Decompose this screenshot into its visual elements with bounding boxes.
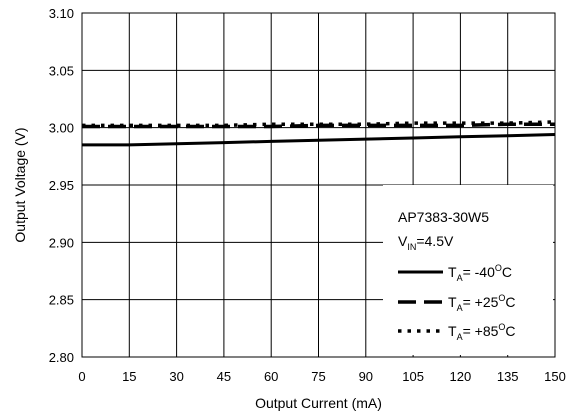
y-tick-label: 2.80 xyxy=(49,350,74,365)
y-tick-label: 2.90 xyxy=(49,235,74,250)
legend-label-part: T xyxy=(448,294,457,310)
legend-label-part: T xyxy=(448,264,457,280)
x-tick-label: 150 xyxy=(544,369,566,384)
x-axis-label: Output Current (mA) xyxy=(255,395,382,411)
legend-label-part: C xyxy=(505,323,515,339)
x-tick-label: 45 xyxy=(217,369,231,384)
x-tick-label: 30 xyxy=(169,369,183,384)
legend-label-part: O xyxy=(498,322,505,332)
legend-label-part: C xyxy=(505,294,515,310)
x-tick-label: 15 xyxy=(122,369,136,384)
legend-label-part: = +25 xyxy=(463,294,499,310)
legend-label-part: O xyxy=(495,263,502,273)
vin-main: V xyxy=(398,233,408,249)
y-axis-label: Output Voltage (V) xyxy=(12,127,28,242)
legend-label: TA= +25OC xyxy=(448,293,516,313)
series-line-dotted xyxy=(82,120,556,128)
input-voltage-label: VIN=4.5V xyxy=(398,233,454,252)
legend-label-part: O xyxy=(498,293,505,303)
x-axis-ticks: 0 15 30 45 60 75 90 105 120 135 150 xyxy=(78,369,565,384)
vin-sub: IN xyxy=(407,242,416,252)
legend-label-part: A xyxy=(457,332,463,342)
legend-label-part: = +85 xyxy=(463,323,499,339)
x-tick-label: 105 xyxy=(402,369,424,384)
x-tick-label: 135 xyxy=(497,369,519,384)
y-tick-label: 2.95 xyxy=(49,178,74,193)
legend-label-part: A xyxy=(457,303,463,313)
y-axis-ticks: 2.80 2.85 2.90 2.95 3.00 3.05 3.10 xyxy=(49,6,74,365)
legend-label-part: = -40 xyxy=(463,264,496,280)
legend-label: TA= -40OC xyxy=(448,263,512,283)
vin-rest: =4.5V xyxy=(416,233,454,249)
legend-label: TA= +85OC xyxy=(448,322,516,342)
legend-background xyxy=(383,185,553,355)
series-layer xyxy=(82,120,556,147)
x-tick-label: 75 xyxy=(311,369,325,384)
plot-frame xyxy=(81,12,556,358)
x-tick-label: 60 xyxy=(264,369,278,384)
series-line-solid xyxy=(82,133,556,147)
legend-label-part: A xyxy=(457,273,463,283)
y-tick-label: 3.00 xyxy=(49,121,74,136)
device-label: AP7383-30W5 xyxy=(398,209,489,225)
grid-lines xyxy=(82,13,555,357)
y-tick-label: 3.05 xyxy=(49,63,74,78)
y-tick-label: 2.85 xyxy=(49,293,74,308)
x-tick-label: 90 xyxy=(359,369,373,384)
x-tick-label: 0 xyxy=(78,369,85,384)
legend-label-part: T xyxy=(448,323,457,339)
y-tick-label: 3.10 xyxy=(49,6,74,21)
x-tick-label: 120 xyxy=(450,369,472,384)
legend-label-part: C xyxy=(502,264,512,280)
